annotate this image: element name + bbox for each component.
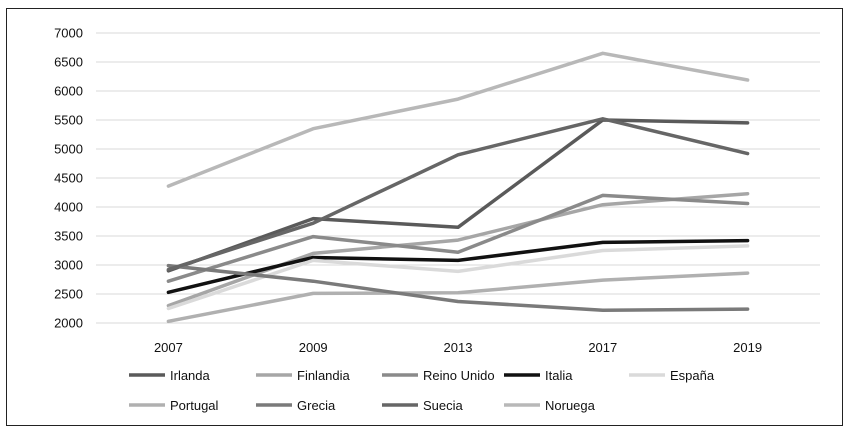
legend: Irlanda Finlandia Reino Unido Italia España P…	[129, 368, 715, 413]
series-line-suecia	[166, 117, 750, 272]
legend-label: Irlanda	[170, 368, 211, 383]
legend-label: España	[670, 368, 715, 383]
legend-item: Noruega	[504, 398, 596, 413]
y-tick-label: 2000	[54, 316, 83, 331]
x-tick-label: 2009	[299, 340, 328, 355]
legend-item: Grecia	[256, 398, 336, 413]
series-lines	[166, 51, 750, 324]
series-line-italia	[166, 238, 750, 295]
legend-item: Reino Unido	[382, 368, 495, 383]
y-tick-label: 2500	[54, 287, 83, 302]
chart-frame: 2000 2500 3000 3500 4000 4500 5000 5500 6000 6500…	[6, 8, 843, 426]
legend-item: Finlandia	[256, 368, 351, 383]
x-axis-ticks: 2007 2009 2013 2017 2019	[154, 340, 762, 355]
line-chart: 2000 2500 3000 3500 4000 4500 5000 5500 6000 6500…	[54, 26, 820, 413]
y-tick-label: 5500	[54, 113, 83, 128]
y-tick-label: 3000	[54, 258, 83, 273]
series-line-irlanda	[166, 118, 750, 273]
series-line-grecia	[166, 263, 750, 312]
legend-label: Noruega	[545, 398, 596, 413]
y-tick-label: 4500	[54, 171, 83, 186]
legend-item: Portugal	[129, 398, 219, 413]
y-tick-label: 6000	[54, 84, 83, 99]
legend-item: España	[629, 368, 715, 383]
gridlines	[96, 32, 820, 324]
x-tick-label: 2019	[733, 340, 762, 355]
series-line-noruega	[166, 51, 750, 188]
legend-label: Portugal	[170, 398, 219, 413]
legend-label: Grecia	[297, 398, 336, 413]
legend-item: Suecia	[382, 398, 464, 413]
x-tick-label: 2007	[154, 340, 183, 355]
legend-item: Italia	[504, 368, 573, 383]
x-tick-label: 2017	[588, 340, 617, 355]
y-tick-label: 3500	[54, 229, 83, 244]
legend-item: Irlanda	[129, 368, 211, 383]
y-tick-label: 4000	[54, 200, 83, 215]
legend-label: Finlandia	[297, 368, 351, 383]
x-tick-label: 2013	[444, 340, 473, 355]
legend-label: Reino Unido	[423, 368, 495, 383]
series-line-portugal	[166, 271, 750, 324]
y-tick-label: 7000	[54, 26, 83, 41]
y-tick-label: 6500	[54, 55, 83, 70]
series-line-reino-unido	[166, 193, 750, 283]
y-tick-label: 5000	[54, 142, 83, 157]
y-axis-ticks: 2000 2500 3000 3500 4000 4500 5000 5500 6000 6500…	[54, 26, 83, 331]
legend-label: Italia	[545, 368, 573, 383]
legend-label: Suecia	[423, 398, 464, 413]
